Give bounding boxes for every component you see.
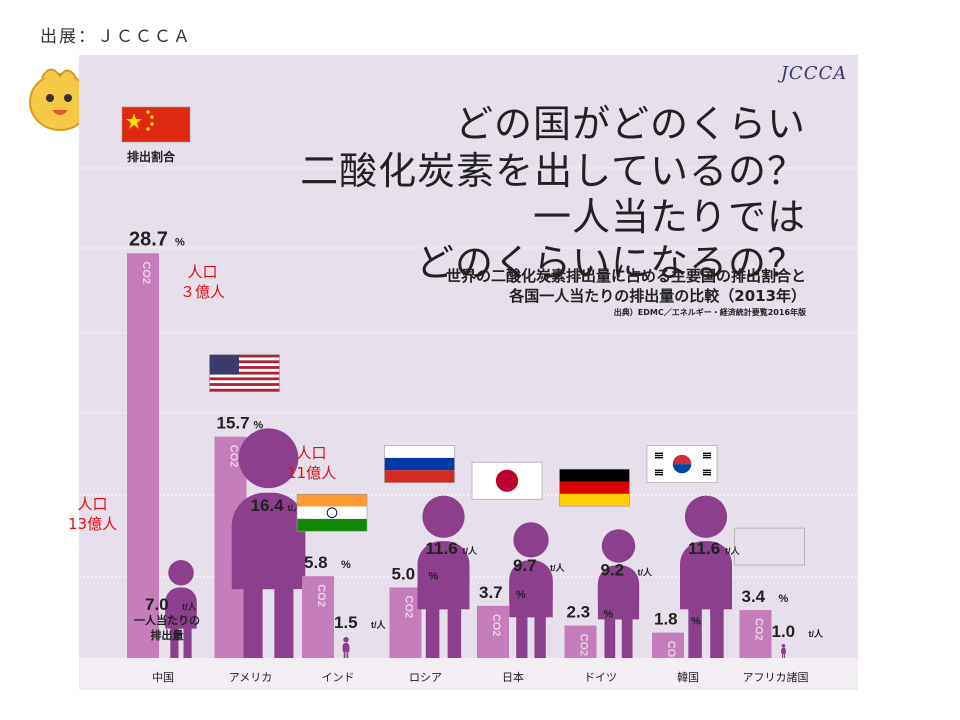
bar-2: [302, 576, 334, 658]
category-label-5: ドイツ: [584, 672, 617, 684]
bar-5: [564, 625, 597, 658]
person-figure-0: [165, 560, 197, 658]
bar-co2-label-3: CO2: [403, 596, 415, 619]
category-label-2: インド: [322, 672, 355, 684]
per-capita-value-5: 9.2: [601, 561, 625, 580]
population-note-india-line2: 11億人: [287, 464, 337, 482]
share-value-1: 15.7: [217, 414, 250, 433]
share-unit-2: %: [341, 559, 351, 571]
per-capita-value-4: 9.7: [513, 556, 537, 575]
share-legend-label: 排出割合: [127, 149, 176, 164]
flag-icon-7: [734, 527, 805, 566]
share-unit-6: %: [691, 616, 701, 628]
per-capita-value-2: 1.5: [334, 613, 358, 632]
bar-6: [652, 632, 684, 658]
category-label-1: アメリカ: [229, 671, 272, 684]
share-value-3: 5.0: [392, 565, 416, 584]
bar-co2-label-7: CO2: [753, 618, 765, 641]
per-capita-value-7: 1.0: [772, 622, 796, 641]
per-capita-legend-line-1: 一人当たりの: [134, 613, 200, 627]
infographic-panel: CO2 中国 28.7% 7.0 t/人 CO2 アメリカ 15.7% 16.4 t/人 CO2 イン…: [79, 55, 858, 690]
per-capita-unit-2: t/人: [371, 619, 386, 630]
flag-icon-2: [296, 493, 368, 532]
flag-icon-1: [209, 354, 280, 392]
population-note-india-line1: 人口: [296, 444, 327, 462]
bar-3: [389, 587, 422, 658]
share-value-5: 2.3: [567, 603, 591, 622]
flag-icon-5: [559, 468, 630, 507]
jccca-logo: JCCCA: [780, 63, 848, 84]
per-capita-unit-7: t/人: [809, 628, 824, 639]
bar-co2-label-1: CO2: [228, 445, 240, 468]
category-label-7: アフリカ諸国: [743, 670, 809, 684]
category-label-4: 日本: [502, 670, 524, 684]
category-label-3: ロシア: [409, 672, 442, 684]
person-figure-5: [597, 529, 640, 658]
flag-icon-3: [384, 445, 455, 483]
category-label-0: 中国: [152, 671, 174, 684]
person-figure-7: [781, 644, 786, 658]
flag-icon-4: [471, 461, 543, 500]
per-capita-unit-0: t/人: [182, 601, 197, 612]
per-capita-value-0: 7.0: [145, 595, 169, 614]
per-capita-unit-1: t/人: [288, 502, 303, 513]
per-capita-unit-6: t/人: [725, 545, 740, 556]
share-value-6: 1.8: [654, 610, 678, 629]
population-note-china-line2: 13億人: [68, 515, 118, 533]
population-note-usa-line1: 人口: [187, 263, 218, 281]
source-label: 出展：ＪＣＣＣＡ: [40, 27, 192, 47]
per-capita-legend-line-2: 排出量: [151, 628, 184, 642]
share-value-4: 3.7: [479, 583, 503, 602]
category-label-6: 韓国: [677, 671, 699, 684]
title-line-4: どのくらいになるの？: [415, 241, 806, 285]
share-value-0: 28.7: [129, 228, 168, 250]
share-unit-1: %: [254, 420, 264, 432]
title-line-2: 二酸化炭素を出しているの？: [300, 149, 806, 193]
subtitle-line-2: 各国一人当たりの排出量の比較（2013年）: [509, 287, 806, 305]
bar-7: [739, 610, 772, 658]
flag-icon-6: [646, 445, 718, 483]
bar-co2-label-0: CO2: [140, 261, 152, 284]
population-note-india: 人口 11億人: [287, 443, 336, 483]
per-capita-value-3: 11.6: [426, 539, 458, 558]
population-note-usa-line2: ３億人: [180, 283, 226, 301]
share-value-2: 5.8: [304, 553, 328, 572]
person-figure-1: [231, 428, 306, 658]
flag-icon-0: [121, 106, 191, 143]
title-line-3: 一人当たりでは: [532, 195, 806, 239]
share-unit-4: %: [516, 589, 526, 601]
bar-co2-label-4: CO2: [490, 614, 502, 637]
population-note-china-line1: 人口: [77, 495, 108, 513]
title-line-1: どの国がどのくらい: [454, 102, 806, 146]
population-note-usa: 人口 ３億人: [180, 262, 225, 302]
share-unit-3: %: [429, 571, 439, 583]
bar-co2-label-6: CO2: [665, 641, 677, 664]
person-figure-4: [509, 522, 553, 658]
share-unit-0: %: [175, 236, 185, 248]
share-value-7: 3.4: [742, 587, 766, 606]
bar-0: [127, 253, 159, 658]
bar-4: [477, 605, 509, 658]
per-capita-unit-5: t/人: [638, 567, 653, 578]
per-capita-unit-4: t/人: [550, 562, 565, 573]
per-capita-value-6: 11.6: [688, 539, 720, 558]
per-capita-value-1: 16.4: [251, 496, 285, 515]
person-figure-3: [417, 495, 470, 658]
person-figure-2: [342, 637, 350, 658]
citation: 出典）EDMC／エネルギー・経済統計要覧2016年版: [613, 308, 806, 317]
bar-co2-label-2: CO2: [315, 584, 327, 607]
label-strip: [79, 658, 858, 690]
bar-co2-label-5: CO2: [578, 634, 590, 657]
share-unit-5: %: [604, 609, 614, 621]
person-figure-6: [680, 495, 732, 658]
per-capita-unit-3: t/人: [463, 545, 478, 556]
share-unit-7: %: [779, 593, 789, 605]
subtitle-line-1: 世界の二酸化炭素排出量に占める主要国の排出割合と: [445, 267, 806, 285]
population-note-china: 人口 13億人: [68, 494, 117, 534]
